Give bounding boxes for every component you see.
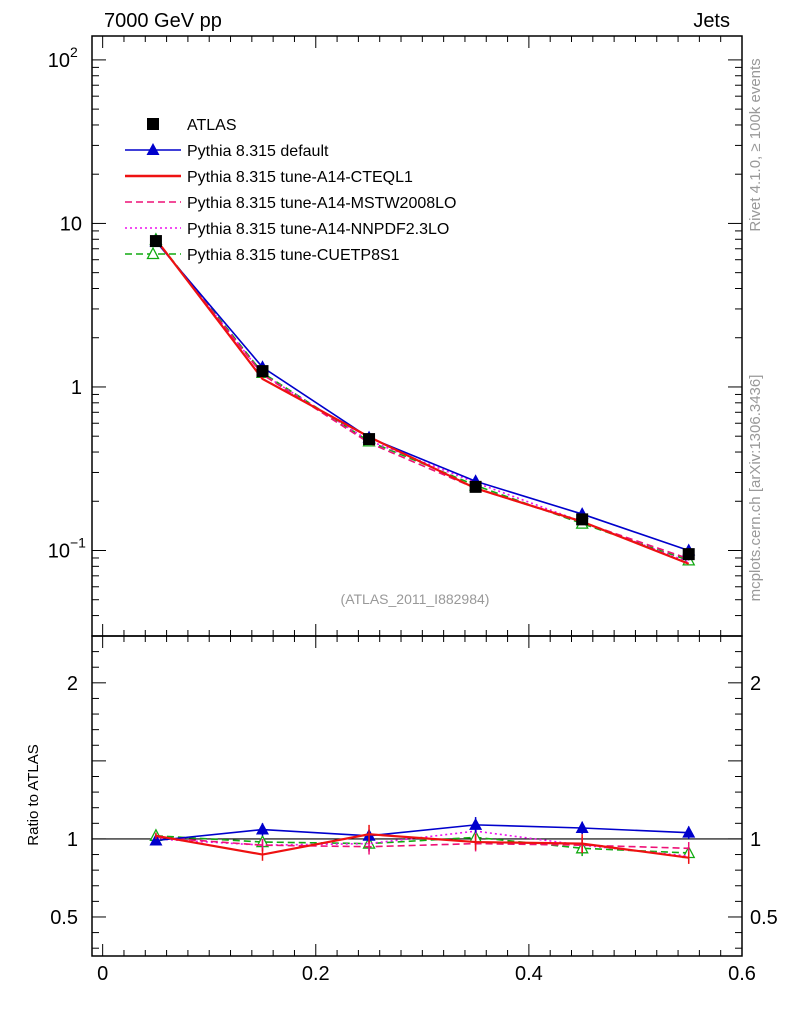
ratio-line-default [155, 824, 689, 842]
legend-item-mstw: Pythia 8.315 tune-A14-MSTW2008LO [125, 195, 456, 212]
legend-label-default: Pythia 8.315 default [187, 143, 329, 160]
data-point [363, 433, 376, 446]
analysis-watermark: (ATLAS_2011_I882984) [341, 591, 490, 607]
x-tick-label: 0.2 [302, 963, 330, 985]
data-point [576, 513, 589, 526]
x-tick-label: 0.6 [728, 963, 756, 985]
y-tick-label: 10 [60, 213, 82, 235]
legend-marker-data [147, 118, 159, 130]
y-tick-label-right: 2 [750, 673, 761, 695]
ratio-line-cteql1 [155, 833, 689, 859]
y-tick-label-base: 1 [71, 377, 82, 399]
y-tick-label: 10 2 [48, 44, 78, 72]
series-line-default [155, 241, 689, 552]
legend-item-data: ATLAS [147, 117, 237, 134]
y-tick-label: 1 [71, 377, 82, 399]
data-point [256, 365, 269, 378]
legend-marker-default [146, 143, 160, 155]
ratio-point-default [149, 833, 163, 846]
y-tick-label-right: 1 [750, 829, 761, 851]
x-tick-label: 0.4 [515, 963, 543, 985]
ratio-point-default [575, 821, 589, 833]
legend-item-cteql1: Pythia 8.315 tune-A14-CTEQL1 [125, 169, 413, 186]
y-tick-label: 0.5 [50, 907, 78, 929]
y-tick-label-base: 10 [48, 540, 70, 562]
header-energy-label: 7000 GeV pp [104, 10, 222, 32]
data-point [149, 235, 162, 248]
legend-item-nnpdf: Pythia 8.315 tune-A14-NNPDF2.3LO [125, 221, 449, 238]
legend-label-cuetp8s1: Pythia 8.315 tune-CUETP8S1 [187, 247, 400, 264]
ratio-point-default [469, 817, 483, 830]
ratio-point-default [682, 825, 696, 838]
header-observable-label: Jets [693, 10, 730, 32]
legend-label-mstw: Pythia 8.315 tune-A14-MSTW2008LO [187, 195, 456, 212]
y-tick-label-right: 0.5 [750, 907, 778, 929]
ratio-line-cuetp8s1 [155, 835, 689, 854]
rivet-version-label: Rivet 4.1.0, ≥ 100k events [747, 58, 764, 231]
ratio-frame [91, 635, 743, 957]
legend-label-data: ATLAS [187, 117, 237, 134]
y-tick-label-base: 10 [60, 213, 82, 235]
ratio-panel: 0 0.2 0.4 0.6 2 2 1 1 0.5 0.5 [50, 635, 778, 985]
legend: ATLAS Pythia 8.315 default Pythia 8.315 tu… [125, 117, 456, 264]
ratio-y-axis-label: Ratio to ATLAS [25, 744, 42, 845]
series-line-cuetp8s1 [155, 239, 689, 562]
y-tick-label: 10 −1 [48, 534, 86, 562]
data-point [682, 548, 695, 561]
y-tick-label-base: 10 [48, 50, 70, 72]
y-tick-label-exponent: −1 [70, 534, 86, 550]
mcplots-reference-label: mcplots.cern.ch [arXiv:1306.3436] [747, 375, 764, 602]
x-tick-label: 0 [97, 963, 108, 985]
ratio-point-default [255, 822, 269, 835]
legend-item-cuetp8s1: Pythia 8.315 tune-CUETP8S1 [125, 246, 400, 264]
y-tick-label: 1 [67, 829, 78, 851]
series-line-cteql1 [155, 238, 690, 565]
series-line-mstw [155, 239, 689, 560]
data-point [469, 480, 482, 493]
legend-marker-cuetp8s1 [146, 246, 160, 260]
legend-item-default: Pythia 8.315 default [125, 143, 329, 160]
y-tick-label: 2 [67, 673, 78, 695]
legend-label-cteql1: Pythia 8.315 tune-A14-CTEQL1 [187, 169, 413, 186]
series-line-nnpdf [155, 240, 690, 563]
legend-label-nnpdf: Pythia 8.315 tune-A14-NNPDF2.3LO [187, 221, 449, 238]
y-tick-label-exponent: 2 [70, 44, 78, 60]
